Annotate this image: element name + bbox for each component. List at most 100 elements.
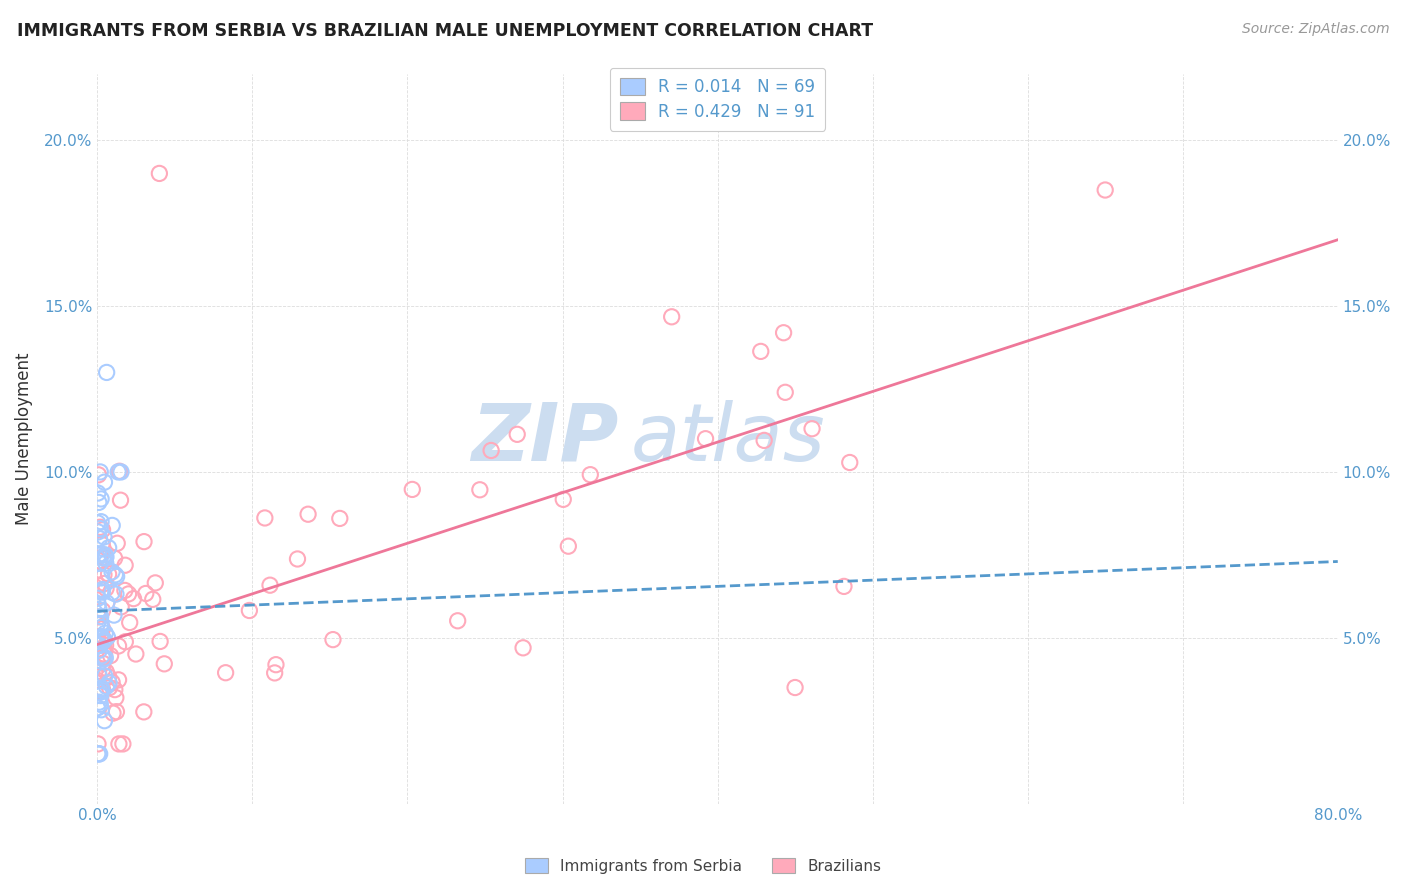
Point — [772, 326, 794, 340]
Point — [87, 668, 110, 682]
Point — [93, 651, 115, 665]
Point — [87, 591, 110, 606]
Point — [90, 620, 112, 634]
Point — [143, 575, 166, 590]
Point — [148, 166, 170, 180]
Point — [94, 582, 117, 596]
Point — [93, 475, 115, 490]
Point — [89, 556, 111, 570]
Point — [107, 639, 129, 653]
Point — [98, 681, 121, 695]
Point — [749, 344, 772, 359]
Point — [93, 633, 115, 648]
Point — [132, 534, 155, 549]
Point — [101, 675, 124, 690]
Point — [114, 558, 136, 573]
Point — [87, 598, 110, 612]
Point — [104, 551, 127, 566]
Text: ZIP: ZIP — [471, 400, 619, 478]
Point — [114, 634, 136, 648]
Point — [87, 747, 110, 761]
Point — [107, 673, 129, 687]
Point — [149, 634, 172, 648]
Point — [512, 640, 534, 655]
Point — [87, 602, 110, 616]
Point — [135, 586, 157, 600]
Point — [93, 714, 115, 728]
Point — [93, 576, 115, 591]
Point — [87, 524, 110, 539]
Point — [91, 662, 114, 676]
Point — [96, 665, 118, 679]
Point — [89, 554, 111, 568]
Point — [89, 522, 111, 536]
Point — [89, 747, 111, 761]
Point — [91, 634, 114, 648]
Point — [91, 523, 114, 537]
Point — [253, 511, 276, 525]
Point — [97, 541, 120, 555]
Point — [93, 652, 115, 666]
Point — [93, 530, 115, 544]
Point — [97, 567, 120, 582]
Point — [118, 615, 141, 630]
Point — [104, 567, 127, 582]
Point — [579, 467, 602, 482]
Point — [110, 599, 132, 614]
Point — [98, 676, 121, 690]
Point — [132, 705, 155, 719]
Point — [114, 583, 136, 598]
Point — [86, 516, 108, 530]
Point — [90, 537, 112, 551]
Point — [93, 669, 115, 683]
Point — [89, 698, 111, 712]
Point — [87, 737, 110, 751]
Point — [838, 455, 860, 469]
Point — [91, 648, 114, 663]
Point — [91, 603, 114, 617]
Point — [91, 632, 114, 646]
Point — [87, 610, 110, 624]
Point — [94, 551, 117, 566]
Point — [214, 665, 236, 680]
Point — [101, 585, 124, 599]
Point — [104, 690, 127, 705]
Legend: R = 0.014   N = 69, R = 0.429   N = 91: R = 0.014 N = 69, R = 0.429 N = 91 — [610, 68, 825, 130]
Point — [86, 578, 108, 592]
Point — [105, 569, 128, 583]
Point — [91, 582, 114, 597]
Point — [90, 571, 112, 585]
Point — [142, 592, 165, 607]
Point — [90, 681, 112, 696]
Point — [87, 486, 110, 500]
Point — [322, 632, 344, 647]
Point — [100, 648, 122, 663]
Point — [91, 585, 114, 599]
Point — [506, 427, 529, 442]
Point — [86, 616, 108, 631]
Point — [97, 670, 120, 684]
Point — [93, 567, 115, 582]
Point — [468, 483, 491, 497]
Point — [287, 552, 309, 566]
Point — [89, 465, 111, 479]
Point — [91, 657, 114, 671]
Point — [101, 565, 124, 579]
Text: Source: ZipAtlas.com: Source: ZipAtlas.com — [1241, 22, 1389, 37]
Point — [87, 637, 110, 651]
Point — [96, 596, 118, 610]
Point — [101, 706, 124, 720]
Point — [91, 622, 114, 636]
Point — [101, 518, 124, 533]
Point — [752, 434, 775, 448]
Legend: Immigrants from Serbia, Brazilians: Immigrants from Serbia, Brazilians — [519, 852, 887, 880]
Point — [89, 520, 111, 534]
Point — [89, 548, 111, 562]
Point — [661, 310, 683, 324]
Point — [91, 547, 114, 561]
Point — [96, 630, 118, 644]
Point — [117, 587, 139, 601]
Point — [87, 495, 110, 509]
Point — [89, 639, 111, 653]
Point — [90, 584, 112, 599]
